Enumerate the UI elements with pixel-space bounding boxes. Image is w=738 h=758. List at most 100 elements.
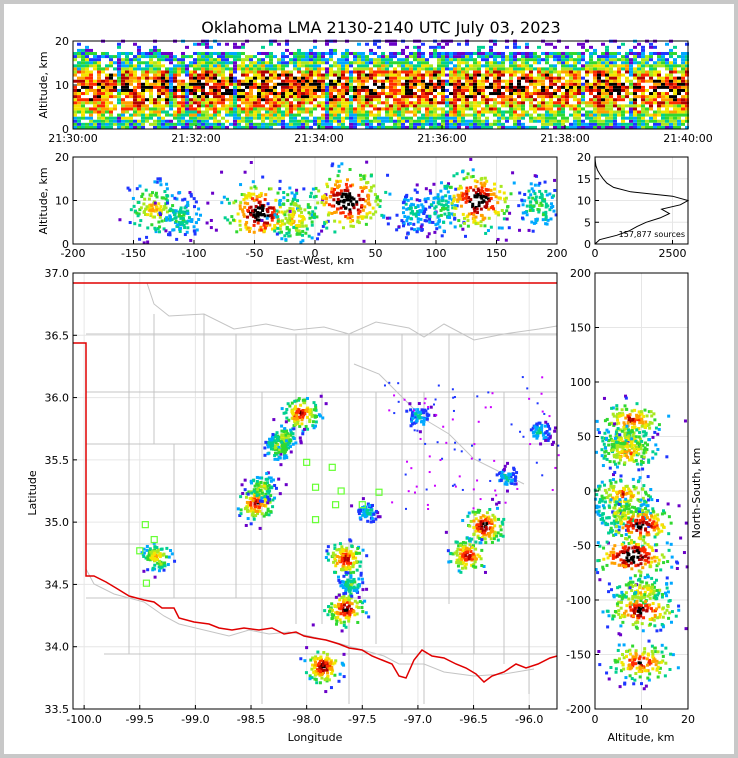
density-cell	[149, 101, 153, 105]
density-cell	[437, 220, 441, 224]
density-cell	[625, 85, 629, 89]
density-cell	[393, 122, 397, 126]
density-cell	[625, 61, 629, 65]
density-cell	[149, 95, 153, 99]
density-cell	[593, 52, 597, 55]
density-cell	[534, 221, 538, 225]
density-cell	[336, 197, 340, 201]
density-cell	[621, 82, 625, 86]
density-cell	[494, 211, 498, 215]
density-cell	[258, 193, 262, 197]
density-cell	[293, 76, 297, 80]
density-cell	[597, 92, 601, 96]
density-cell	[469, 67, 473, 71]
density-cell	[437, 45, 441, 49]
density-cell	[677, 101, 681, 105]
density-cell	[505, 95, 509, 99]
density-cell	[369, 185, 373, 189]
density-cell	[534, 218, 538, 222]
density-cell	[89, 107, 93, 111]
density-cell	[397, 79, 401, 83]
density-cell	[109, 92, 113, 96]
density-cell	[353, 61, 357, 65]
density-cell	[157, 101, 161, 105]
density-cell	[481, 58, 485, 62]
density-cell	[356, 219, 360, 223]
density-cell	[397, 61, 401, 65]
density-cell	[493, 67, 497, 71]
density-cell	[629, 64, 633, 68]
density-cell	[217, 119, 221, 123]
density-cell	[549, 119, 553, 123]
density-cell	[181, 119, 185, 123]
density-cell	[81, 82, 85, 86]
density-cell	[449, 70, 453, 74]
density-cell	[121, 73, 125, 77]
density-cell	[341, 125, 345, 129]
density-cell	[341, 58, 345, 62]
density-cell	[253, 61, 257, 65]
density-cell	[105, 122, 109, 126]
density-cell	[246, 509, 250, 513]
density-cell	[97, 107, 101, 111]
density-cell	[233, 76, 237, 80]
density-cell	[361, 104, 365, 108]
density-cell	[269, 88, 273, 92]
density-cell	[513, 119, 517, 123]
density-cell	[237, 55, 241, 59]
density-cell	[541, 79, 545, 83]
density-cell	[142, 569, 146, 573]
density-cell	[105, 104, 109, 108]
density-cell	[237, 116, 241, 120]
density-cell	[465, 194, 469, 198]
density-cell	[509, 107, 513, 111]
density-cell	[497, 85, 501, 89]
density-cell	[157, 73, 161, 77]
density-cell	[541, 70, 545, 74]
density-cell	[685, 85, 689, 89]
density-cell	[405, 101, 409, 105]
density-cell	[513, 104, 517, 108]
y-tick-label: 10	[55, 79, 69, 92]
density-cell	[117, 125, 121, 129]
density-cell	[305, 107, 309, 111]
density-cell	[345, 116, 349, 120]
density-cell	[189, 119, 193, 123]
density-cell	[105, 85, 109, 89]
density-cell	[257, 122, 261, 126]
density-cell	[259, 503, 263, 507]
density-cell	[169, 85, 173, 89]
density-cell	[508, 211, 512, 215]
density-cell	[389, 42, 393, 46]
density-cell	[540, 193, 544, 197]
density-cell	[133, 104, 137, 108]
density-cell	[136, 214, 140, 218]
density-cell	[249, 107, 253, 111]
density-cell	[418, 199, 422, 203]
density-cell	[268, 500, 272, 504]
density-cell	[201, 122, 205, 126]
density-cell	[297, 58, 301, 62]
density-cell	[501, 58, 505, 62]
density-cell	[265, 92, 269, 96]
density-cell	[673, 70, 677, 74]
density-cell	[188, 191, 192, 195]
density-cell	[287, 213, 291, 217]
density-cell	[573, 92, 577, 96]
density-cell	[673, 79, 677, 83]
density-cell	[369, 113, 373, 117]
density-cell	[179, 208, 183, 212]
density-cell	[150, 208, 154, 212]
density-cell	[217, 73, 221, 77]
density-cell	[361, 73, 365, 77]
density-cell	[569, 52, 573, 55]
east-west-xlabel: East-West, km	[276, 254, 354, 267]
density-cell	[298, 219, 302, 223]
density-cell	[537, 61, 541, 65]
density-cell	[385, 70, 389, 74]
density-cell	[145, 67, 149, 71]
density-cell	[601, 73, 605, 77]
density-cell	[281, 52, 285, 55]
density-cell	[150, 191, 154, 195]
density-cell	[597, 98, 601, 102]
